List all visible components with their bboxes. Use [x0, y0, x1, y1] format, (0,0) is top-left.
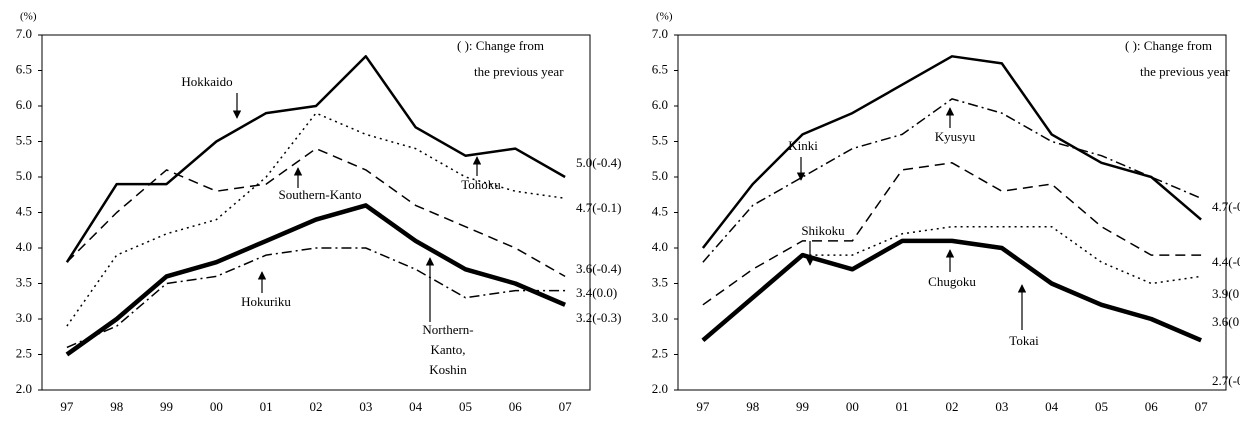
- x-tick-label: 05: [459, 399, 472, 414]
- end-label: 3.6(0.1): [1212, 314, 1240, 329]
- x-tick-label: 07: [559, 399, 573, 414]
- series-line: [702, 162, 1202, 306]
- end-label: 5.0(-0.4): [576, 155, 622, 170]
- x-tick-label: 00: [846, 399, 859, 414]
- y-tick-label: 5.5: [652, 132, 668, 147]
- y-tick-label: 4.0: [652, 239, 668, 254]
- note: ( ): Change from: [457, 38, 544, 53]
- y-unit: (%): [20, 11, 37, 23]
- x-tick-label: 07: [1195, 399, 1209, 414]
- series-line: [701, 238, 1202, 343]
- y-tick-label: 3.0: [16, 310, 32, 325]
- y-tick-label: 2.0: [652, 381, 668, 396]
- series-label: Southern-Kanto: [278, 187, 361, 202]
- y-tick-label: 6.5: [16, 61, 32, 76]
- y-tick-label: 2.5: [16, 345, 32, 360]
- y-tick-label: 5.5: [16, 132, 32, 147]
- series-label: Chugoku: [928, 274, 976, 289]
- series-label: Tokai: [1009, 333, 1039, 348]
- end-label: 3.9(0.0): [1212, 286, 1240, 301]
- x-tick-label: 02: [946, 399, 959, 414]
- end-label: 4.4(-0.6): [1212, 254, 1240, 269]
- y-tick-label: 7.0: [16, 26, 32, 41]
- x-tick-label: 03: [359, 399, 372, 414]
- y-tick-label: 3.0: [652, 310, 668, 325]
- x-tick-label: 97: [696, 399, 710, 414]
- y-tick-label: 5.0: [16, 168, 32, 183]
- end-label: 2.7(-0.3): [1212, 373, 1240, 388]
- x-tick-label: 97: [60, 399, 74, 414]
- note: ( ): Change from: [1125, 38, 1212, 53]
- end-label: 3.4(0.0): [576, 285, 617, 300]
- y-tick-label: 6.0: [16, 97, 32, 112]
- x-tick-label: 06: [509, 399, 523, 414]
- end-label: 4.7(-0.3): [1212, 199, 1240, 214]
- x-tick-label: 99: [160, 399, 173, 414]
- series-line: [65, 55, 566, 263]
- x-tick-label: 04: [409, 399, 423, 414]
- y-tick-label: 3.5: [652, 274, 668, 289]
- y-tick-label: 2.5: [652, 345, 668, 360]
- x-tick-label: 05: [1095, 399, 1108, 414]
- x-tick-label: 98: [746, 399, 759, 414]
- series-label: Northern-Kanto, Koshin: [422, 322, 474, 377]
- y-tick-label: 5.0: [652, 168, 668, 183]
- x-tick-label: 99: [796, 399, 809, 414]
- series-label: Kyusyu: [935, 129, 976, 144]
- series-label: Kinki: [788, 138, 818, 153]
- plot-frame: [41, 34, 591, 391]
- y-tick-label: 4.0: [16, 239, 32, 254]
- series-line: [66, 147, 566, 278]
- x-tick-label: 01: [896, 399, 909, 414]
- series-line: [702, 98, 1202, 263]
- y-tick-label: 4.5: [16, 203, 32, 218]
- y-tick-label: 3.5: [16, 274, 32, 289]
- y-tick-label: 6.0: [652, 97, 668, 112]
- note: the previous year: [474, 64, 564, 79]
- series-label: Hokkaido: [181, 74, 232, 89]
- end-label: 4.7(-0.1): [576, 200, 622, 215]
- x-tick-label: 06: [1145, 399, 1159, 414]
- note: the previous year: [1140, 64, 1230, 79]
- x-tick-label: 00: [210, 399, 223, 414]
- series-line: [66, 247, 566, 349]
- series-line: [701, 55, 1202, 249]
- y-tick-label: 4.5: [652, 203, 668, 218]
- x-tick-label: 04: [1045, 399, 1059, 414]
- series-label: Hokuriku: [241, 294, 291, 309]
- y-tick-label: 2.0: [16, 381, 32, 396]
- plot-frame: [677, 34, 1227, 391]
- series-label: Shikoku: [801, 223, 845, 238]
- x-tick-label: 02: [310, 399, 323, 414]
- x-tick-label: 03: [995, 399, 1008, 414]
- end-label: 3.2(-0.3): [576, 310, 622, 325]
- y-tick-label: 7.0: [652, 26, 668, 41]
- x-tick-label: 01: [260, 399, 273, 414]
- y-tick-label: 6.5: [652, 61, 668, 76]
- y-unit: (%): [656, 11, 673, 23]
- end-label: 3.6(-0.4): [576, 261, 622, 276]
- series-label: Tohoku: [461, 177, 501, 192]
- x-tick-label: 98: [110, 399, 123, 414]
- series-line: [65, 203, 566, 357]
